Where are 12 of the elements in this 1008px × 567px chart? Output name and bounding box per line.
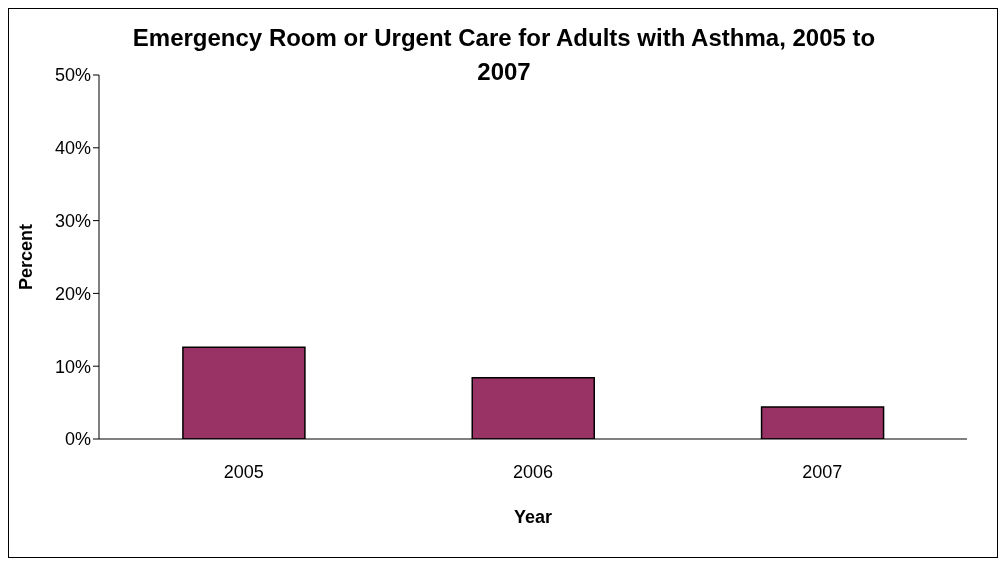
y-tick-label: 50% (54, 65, 91, 86)
y-tick-label: 20% (54, 283, 91, 304)
y-tick-label: 40% (54, 138, 91, 159)
x-tick-label: 2006 (512, 461, 554, 482)
x-tick-label: 2007 (802, 461, 843, 482)
y-tick-label: 30% (54, 210, 91, 231)
x-tick-label: 2005 (223, 461, 264, 482)
y-axis-title: Percent (16, 223, 37, 291)
x-axis-title: Year (513, 507, 553, 527)
y-tick-label: 10% (54, 356, 91, 377)
y-tick-label: 0% (64, 429, 91, 450)
chart-title: Emergency Room or Urgent Care for Adults with Asthma, 2005 to 2007 (131, 23, 877, 87)
